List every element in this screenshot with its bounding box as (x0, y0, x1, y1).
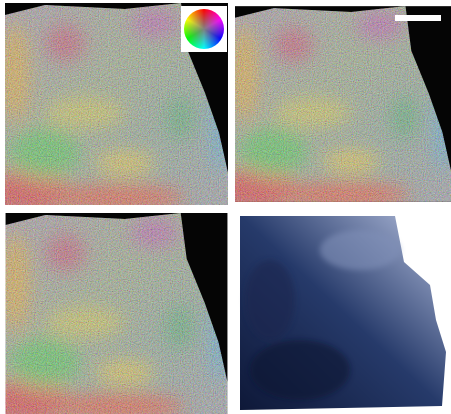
figure (0, 0, 451, 414)
scale-bar (395, 15, 441, 21)
image-panel (235, 213, 451, 414)
panels (0, 0, 451, 414)
color-wheel (181, 6, 227, 52)
image-panel (0, 213, 229, 414)
image-panel (211, 6, 451, 211)
